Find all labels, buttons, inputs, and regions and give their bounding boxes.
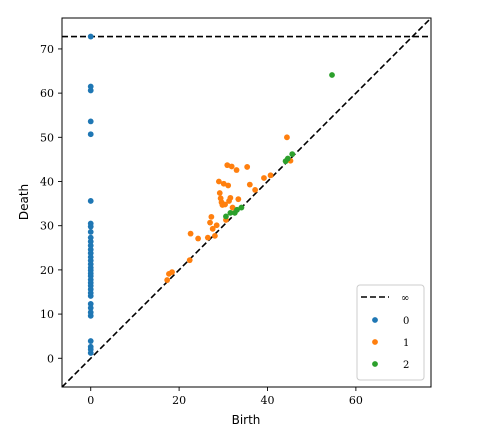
diagonal-line — [62, 18, 431, 387]
legend-marker-0 — [372, 317, 378, 323]
y-tick-label: 50 — [40, 131, 54, 144]
point-h1-4 — [187, 230, 194, 237]
point-h1-9 — [209, 225, 216, 232]
point-h2-1 — [227, 209, 234, 216]
point-h0-31 — [87, 338, 94, 344]
point-h0-30 — [87, 312, 94, 319]
x-tick-label: 40 — [260, 394, 274, 407]
point-h0-9 — [87, 234, 94, 241]
y-tick-label: 40 — [40, 176, 54, 189]
y-tick-label: 10 — [40, 308, 54, 321]
point-h2-6 — [284, 155, 291, 162]
point-h1-3 — [186, 257, 193, 264]
y-tick-label: 60 — [40, 87, 54, 100]
point-h1-26 — [233, 167, 240, 173]
point-h1-29 — [246, 181, 253, 188]
point-h1-5 — [195, 235, 202, 242]
point-h0-4 — [87, 131, 94, 138]
point-h1-17 — [220, 180, 227, 187]
point-h0-26 — [87, 293, 94, 299]
point-h2-0 — [223, 213, 229, 220]
series-0 — [87, 33, 94, 356]
point-h1-27 — [235, 196, 242, 203]
point-h0-13 — [87, 250, 94, 256]
plot-frame — [61, 17, 432, 388]
point-h1-0 — [164, 277, 171, 283]
point-h1-2 — [169, 269, 175, 276]
series-2 — [223, 72, 335, 220]
point-h1-13 — [216, 190, 223, 196]
legend-label-1: 1 — [403, 338, 409, 349]
point-h0-34 — [87, 350, 94, 356]
point-h1-6 — [204, 234, 211, 241]
point-h1-11 — [213, 222, 220, 229]
legend-marker-1 — [372, 339, 378, 345]
x-tick-label: 20 — [172, 394, 186, 407]
point-h0-3 — [87, 118, 94, 125]
y-tick-label: 20 — [40, 264, 54, 277]
point-h1-25 — [229, 204, 236, 211]
point-h1-33 — [284, 134, 290, 141]
plot-area — [62, 18, 431, 387]
legend-marker-2 — [372, 361, 378, 367]
x-tick-label: 0 — [87, 394, 94, 407]
y-tick-label: 70 — [40, 43, 54, 56]
point-h0-0 — [87, 33, 94, 40]
point-h2-8 — [329, 72, 335, 78]
point-h1-7 — [207, 219, 213, 226]
point-h1-23 — [227, 194, 234, 201]
point-h2-3 — [234, 206, 240, 213]
point-h0-5 — [87, 198, 94, 204]
legend-box — [356, 284, 425, 381]
point-h2-4 — [238, 204, 245, 211]
point-h1-8 — [208, 213, 215, 220]
legend-label-0: 0 — [403, 316, 409, 327]
point-h1-24 — [228, 163, 235, 170]
point-h0-28 — [87, 304, 94, 311]
x-tick-label: 60 — [349, 394, 363, 407]
point-h1-20 — [224, 162, 231, 169]
point-h0-10 — [87, 238, 94, 245]
point-h1-28 — [244, 164, 251, 170]
point-h0-11 — [87, 242, 94, 249]
plot-clip-group — [62, 18, 431, 387]
point-h1-31 — [261, 175, 267, 181]
point-h1-30 — [252, 187, 259, 193]
y-tick-label: 30 — [40, 220, 54, 233]
series-1 — [164, 134, 294, 283]
point-h1-21 — [225, 182, 232, 189]
legend-label-2: 2 — [403, 360, 409, 371]
point-h0-27 — [87, 301, 94, 307]
point-h1-32 — [267, 172, 274, 179]
x-axis-label: Birth — [232, 413, 261, 427]
y-tick-label: 0 — [47, 352, 54, 365]
point-h2-7 — [289, 151, 296, 158]
y-axis-label: Death — [17, 184, 31, 220]
point-h0-7 — [87, 223, 94, 230]
legend-label-infinity: ∞ — [401, 293, 409, 304]
legend: ∞ 0 1 2 — [356, 284, 425, 381]
point-h1-12 — [215, 178, 222, 185]
point-h1-18 — [222, 201, 228, 208]
point-h0-8 — [87, 228, 94, 235]
point-h0-1 — [87, 83, 94, 90]
point-h1-10 — [212, 232, 218, 239]
point-h0-2 — [87, 87, 94, 94]
